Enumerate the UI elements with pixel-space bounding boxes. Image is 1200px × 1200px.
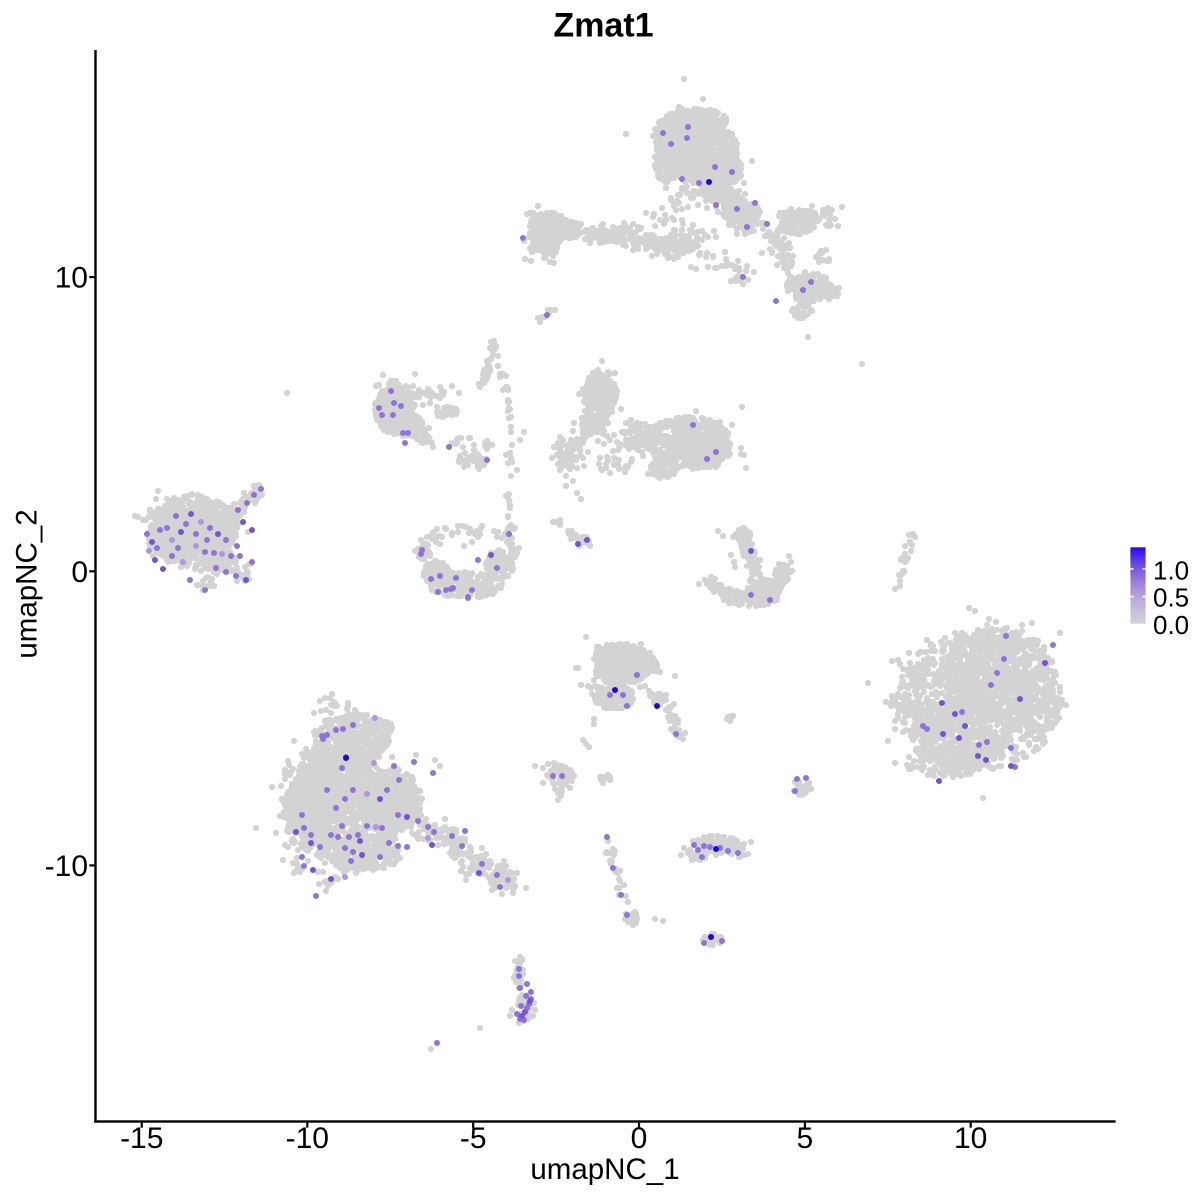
svg-text:0.5: 0.5 [1153,583,1189,613]
svg-text:-10: -10 [286,1122,329,1155]
svg-text:10: 10 [954,1122,987,1155]
svg-text:1.0: 1.0 [1153,555,1189,585]
svg-text:0.0: 0.0 [1153,610,1189,640]
svg-text:-15: -15 [120,1122,163,1155]
svg-text:-10: -10 [45,850,88,883]
svg-text:0: 0 [631,1122,648,1155]
svg-text:-5: -5 [460,1122,487,1155]
svg-text:umapNC_1: umapNC_1 [530,1153,679,1186]
svg-text:Zmat1: Zmat1 [553,7,653,45]
svg-text:10: 10 [55,262,88,295]
svg-text:0: 0 [71,556,88,589]
svg-text:umapNC_2: umapNC_2 [11,509,44,658]
svg-text:5: 5 [797,1122,814,1155]
